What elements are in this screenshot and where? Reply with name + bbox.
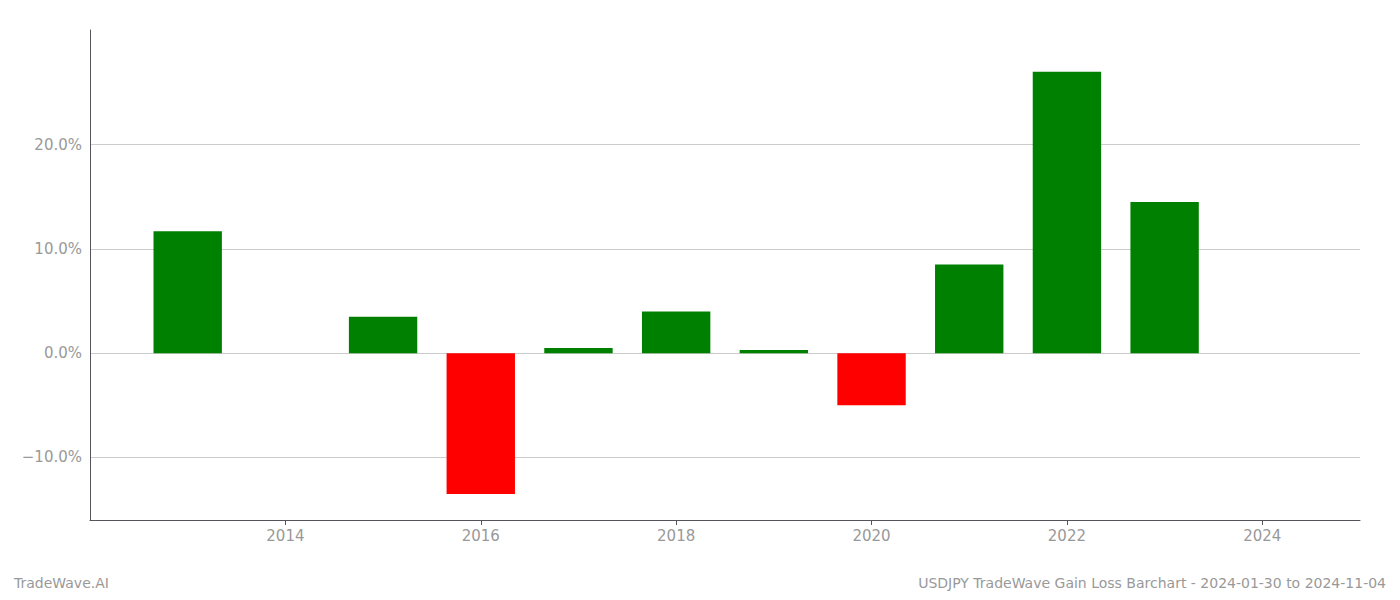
svg-text:2020: 2020 — [852, 527, 890, 545]
svg-text:0.0%: 0.0% — [44, 344, 82, 362]
svg-text:20.0%: 20.0% — [34, 136, 82, 154]
svg-text:2022: 2022 — [1048, 527, 1086, 545]
svg-text:−10.0%: −10.0% — [22, 448, 82, 466]
svg-text:2018: 2018 — [657, 527, 695, 545]
svg-text:2014: 2014 — [266, 527, 304, 545]
svg-text:USDJPY TradeWave Gain Loss Bar: USDJPY TradeWave Gain Loss Barchart - 20… — [918, 575, 1386, 591]
svg-text:2016: 2016 — [462, 527, 500, 545]
svg-text:10.0%: 10.0% — [34, 240, 82, 258]
svg-text:2024: 2024 — [1243, 527, 1281, 545]
svg-text:TradeWave.AI: TradeWave.AI — [13, 575, 109, 591]
